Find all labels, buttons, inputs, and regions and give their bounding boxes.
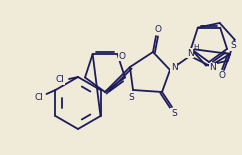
Text: S: S <box>171 108 177 117</box>
Text: N: N <box>187 49 193 58</box>
Text: N: N <box>210 64 216 73</box>
Text: Cl: Cl <box>56 75 64 84</box>
Text: S: S <box>230 41 236 50</box>
Text: H: H <box>193 44 199 50</box>
Text: O: O <box>119 51 126 60</box>
Text: N: N <box>171 64 177 73</box>
Text: O: O <box>219 71 226 80</box>
Text: S: S <box>128 93 134 102</box>
Text: O: O <box>154 26 161 35</box>
Text: Cl: Cl <box>34 93 43 102</box>
